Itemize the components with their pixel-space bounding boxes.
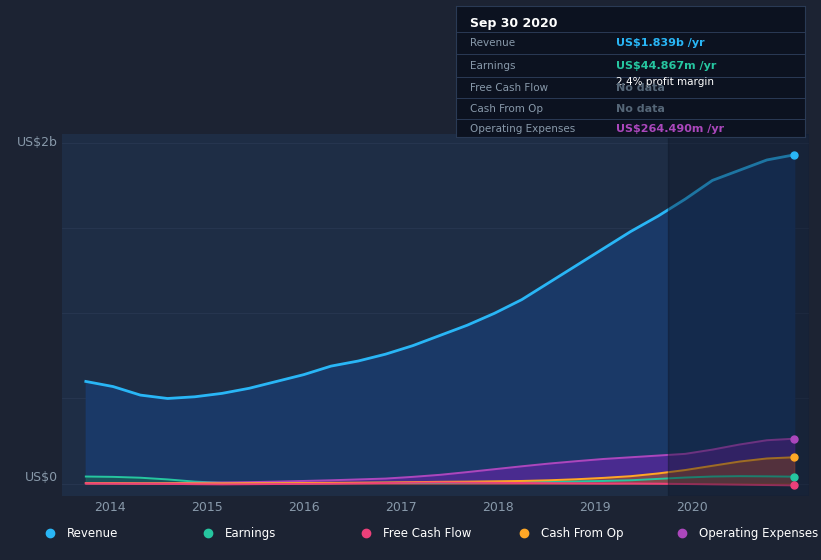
Text: Free Cash Flow: Free Cash Flow [383, 527, 471, 540]
Text: Sep 30 2020: Sep 30 2020 [470, 17, 557, 30]
Text: Cash From Op: Cash From Op [470, 104, 543, 114]
Text: No data: No data [616, 83, 665, 93]
Text: Earnings: Earnings [224, 527, 276, 540]
Text: US$44.867m /yr: US$44.867m /yr [616, 61, 717, 71]
Text: Revenue: Revenue [67, 527, 117, 540]
Text: Operating Expenses: Operating Expenses [699, 527, 818, 540]
Text: US$2b: US$2b [17, 137, 57, 150]
Text: US$1.839b /yr: US$1.839b /yr [616, 38, 704, 48]
Text: Free Cash Flow: Free Cash Flow [470, 83, 548, 93]
Text: 2.4% profit margin: 2.4% profit margin [616, 77, 714, 87]
Text: Operating Expenses: Operating Expenses [470, 124, 575, 134]
Text: Earnings: Earnings [470, 61, 515, 71]
Text: Revenue: Revenue [470, 38, 515, 48]
Text: No data: No data [616, 104, 665, 114]
Text: Cash From Op: Cash From Op [540, 527, 623, 540]
Bar [668, 134, 809, 496]
Text: US$0: US$0 [25, 470, 57, 484]
Text: US$264.490m /yr: US$264.490m /yr [616, 124, 724, 134]
